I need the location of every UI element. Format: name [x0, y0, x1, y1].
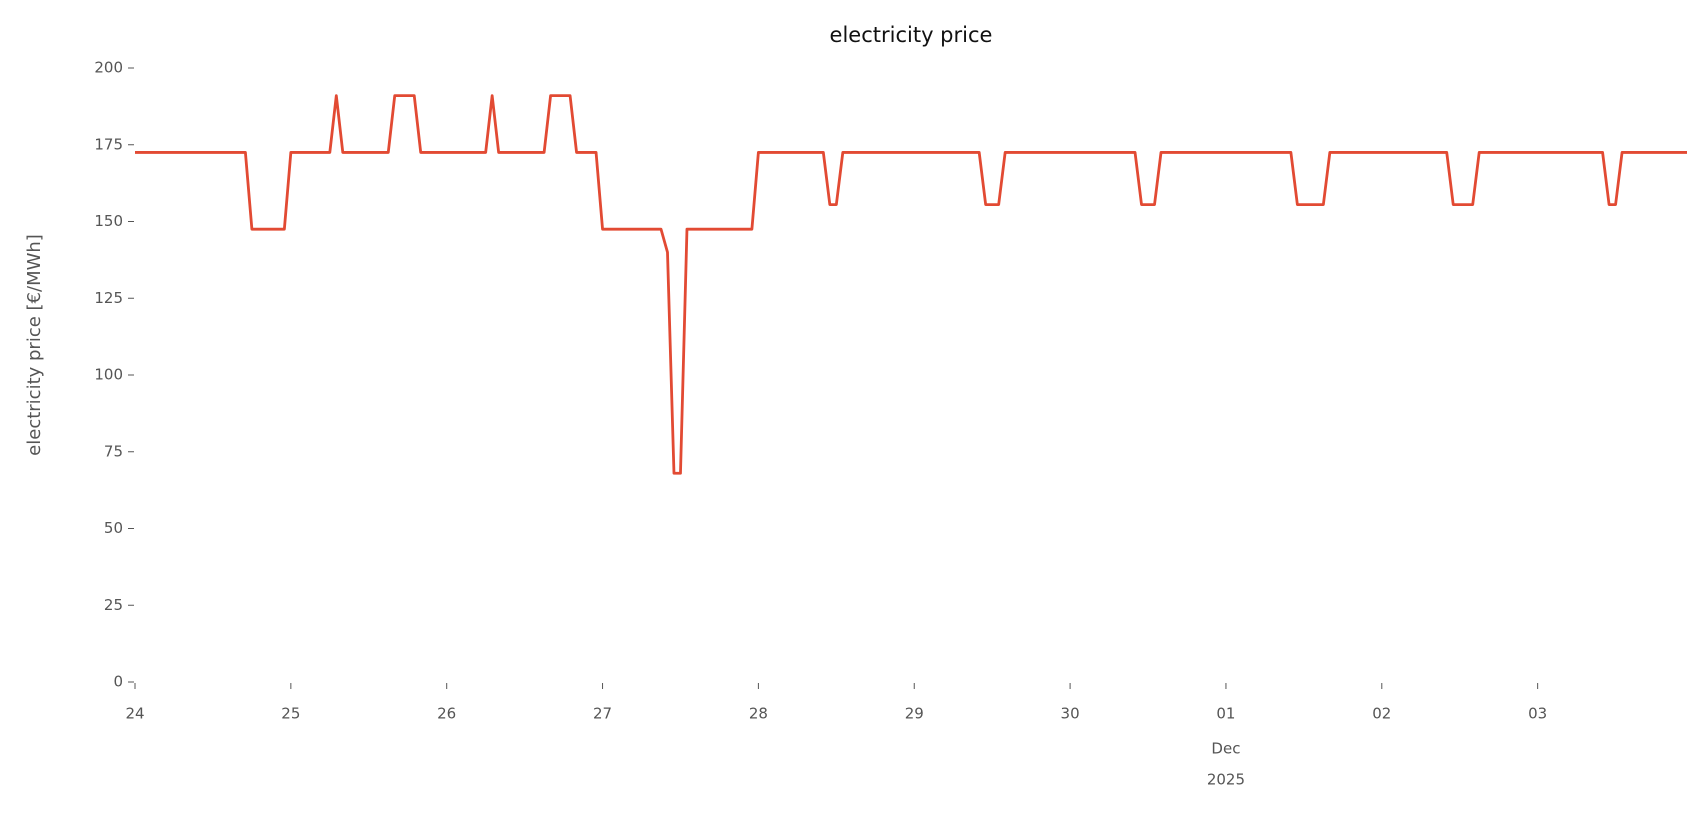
x-tick-label: 01: [1216, 705, 1235, 723]
y-tick-label: 100: [94, 366, 123, 384]
x-tick-label: 30: [1061, 705, 1080, 723]
price-line: [135, 94, 1687, 475]
x-tick-label: 29: [905, 705, 924, 723]
y-tick-label: 200: [94, 59, 123, 77]
y-tick-label: 125: [94, 289, 123, 307]
y-tick-label: 25: [104, 596, 123, 614]
y-tick-label: 75: [104, 442, 123, 460]
x-tick-label: 28: [749, 705, 768, 723]
y-tick-label: 150: [94, 212, 123, 230]
y-tick-label: 175: [94, 135, 123, 153]
x-tick-label: 24: [125, 705, 144, 723]
y-tick-label: 0: [113, 673, 123, 691]
y-tick-label: 50: [104, 519, 123, 537]
x-tick-label: 03: [1528, 705, 1547, 723]
x-tick-label: 26: [437, 705, 456, 723]
chart-title: electricity price: [830, 23, 993, 47]
x-tick-label: 27: [593, 705, 612, 723]
x-offset-label: Dec: [1211, 740, 1240, 758]
x-offset-label: 2025: [1207, 771, 1245, 789]
x-tick-label: 02: [1372, 705, 1391, 723]
x-tick-label: 25: [281, 705, 300, 723]
y-axis-label: electricity price [€/MWh]: [24, 234, 45, 456]
